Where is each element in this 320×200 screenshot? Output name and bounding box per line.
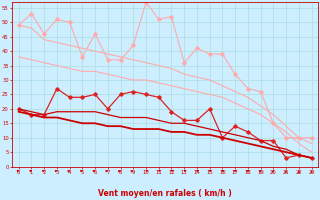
X-axis label: Vent moyen/en rafales ( km/h ): Vent moyen/en rafales ( km/h ) (98, 189, 232, 198)
